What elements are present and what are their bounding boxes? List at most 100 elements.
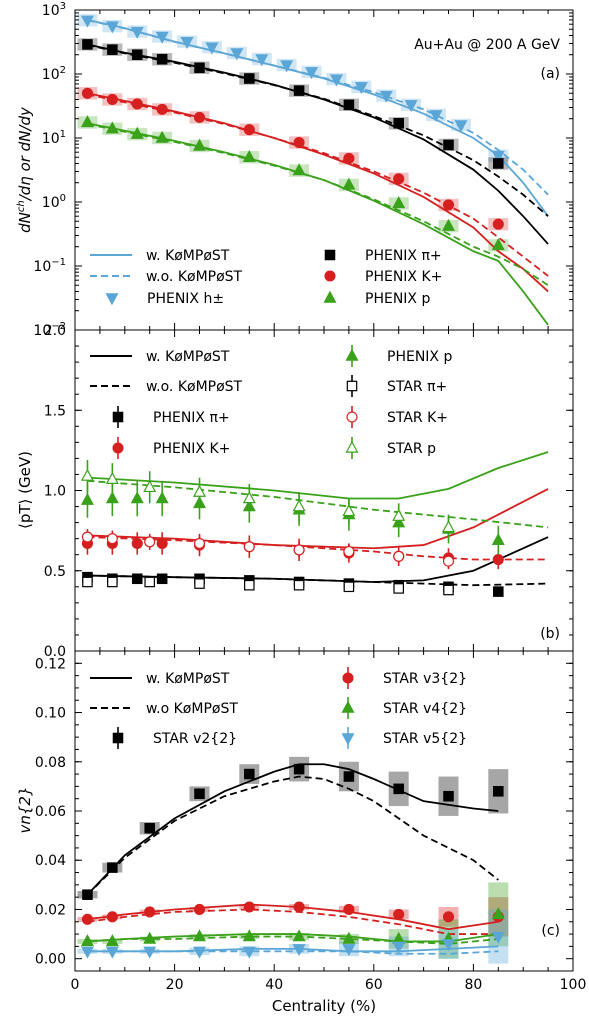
data-point — [441, 520, 456, 533]
legend-marker — [323, 290, 337, 303]
legend-label: w.o KøMPøST — [146, 701, 238, 717]
data-point — [156, 537, 168, 550]
data-point — [493, 158, 504, 169]
data-point — [429, 110, 443, 123]
y-tick-label: 0.02 — [35, 902, 66, 918]
legend-label: PHENIX p — [387, 349, 452, 365]
model-curve — [87, 479, 549, 529]
data-point — [82, 576, 93, 588]
data-point — [105, 121, 119, 134]
y-tick-label: 100 — [42, 193, 66, 211]
data-point — [107, 862, 118, 873]
data-point — [156, 573, 168, 585]
data-point — [293, 763, 305, 775]
data-point — [193, 537, 206, 550]
model-curve — [87, 19, 549, 196]
legend-marker — [112, 411, 124, 423]
data-point — [180, 36, 194, 49]
model-curve — [87, 536, 549, 583]
panel-b-ylabel: ⟨pT⟩ (GeV) — [16, 451, 34, 529]
data-point — [443, 584, 454, 596]
data-point — [131, 573, 143, 585]
x-tick-label: 20 — [166, 977, 184, 993]
data-point — [243, 901, 255, 913]
data-point — [192, 946, 207, 959]
legend-label: STAR π+ — [387, 379, 447, 395]
data-point — [354, 82, 368, 95]
legend-label: PHENIX π+ — [365, 248, 442, 264]
data-point — [343, 581, 355, 593]
data-point — [243, 541, 255, 553]
data-point — [293, 85, 305, 96]
data-point — [130, 491, 144, 504]
data-point — [143, 479, 157, 493]
model-curve — [87, 451, 549, 500]
legend-marker — [341, 700, 355, 713]
data-point — [342, 177, 356, 190]
model-curves — [86, 19, 549, 955]
legend-label: w. KøMPøST — [146, 671, 230, 687]
data-point — [194, 578, 205, 589]
y-tick-label: 103 — [42, 1, 66, 19]
data-point — [107, 576, 118, 588]
data-point — [442, 911, 455, 923]
data-point — [392, 196, 406, 209]
y-tick-label: 0.04 — [35, 853, 66, 869]
data-point — [392, 508, 406, 521]
model-curve — [87, 488, 549, 550]
legend-label: STAR p — [387, 441, 436, 457]
data-point — [82, 889, 93, 900]
data-point — [493, 786, 504, 797]
x-axis-title: Centrality (%) — [272, 997, 376, 1015]
data-point — [205, 42, 219, 55]
y-tick-label: 0.10 — [35, 706, 66, 722]
data-point — [105, 934, 119, 947]
data-point — [293, 544, 305, 556]
data-point — [244, 579, 255, 591]
data-point — [491, 532, 505, 545]
y-tick-label: 2.0 — [44, 323, 66, 339]
legend-label: STAR v3{2} — [383, 671, 467, 687]
data-point — [244, 73, 255, 84]
legend-label: PHENIX π+ — [153, 410, 230, 426]
data-point — [192, 138, 207, 151]
data-point — [491, 907, 505, 920]
data-point — [193, 903, 206, 916]
data-point — [230, 48, 244, 61]
data-point — [144, 536, 156, 548]
data-points — [80, 15, 505, 959]
panel-c-tag: (c) — [541, 923, 560, 939]
data-point — [491, 931, 505, 944]
data-point — [242, 929, 256, 942]
systematic-bands — [77, 14, 509, 964]
data-point — [82, 39, 93, 50]
data-point — [393, 583, 404, 594]
data-point — [443, 790, 454, 802]
data-point — [106, 911, 118, 923]
panel-b-tag: (b) — [540, 626, 560, 642]
y-tick-label: 102 — [42, 65, 66, 83]
y-tick-label: 10−2 — [33, 321, 66, 339]
x-tick-label: 80 — [464, 977, 482, 993]
data-point — [144, 576, 155, 588]
data-point — [242, 946, 256, 959]
data-point — [293, 901, 305, 913]
data-point — [107, 44, 118, 55]
data-point — [81, 531, 93, 543]
data-point — [305, 67, 319, 80]
data-point — [342, 931, 356, 944]
data-point — [493, 586, 504, 597]
y-tick-label: 10−1 — [33, 257, 66, 275]
data-point — [155, 491, 169, 504]
data-point — [144, 906, 156, 918]
legend-label: STAR v2{2} — [153, 731, 237, 747]
data-point — [156, 103, 168, 115]
data-point — [143, 931, 157, 944]
data-point — [131, 537, 143, 550]
data-point — [443, 139, 454, 151]
y-tick-label: 101 — [42, 129, 66, 147]
data-point — [155, 130, 169, 143]
data-point — [442, 199, 455, 211]
data-point — [293, 136, 305, 149]
